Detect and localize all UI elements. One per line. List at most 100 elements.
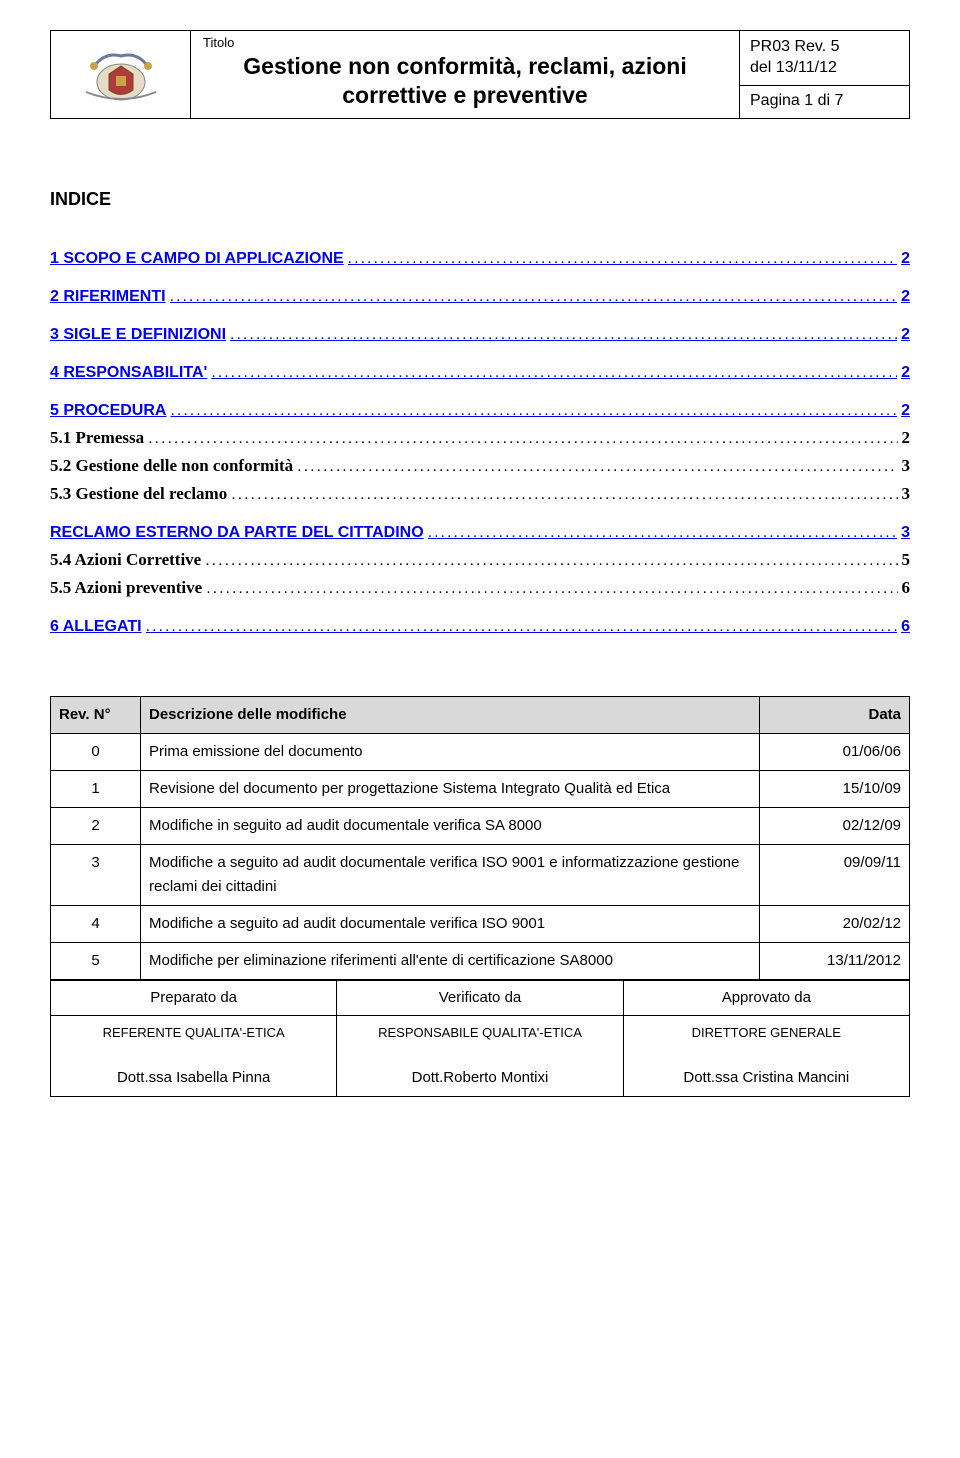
toc-page: 6 <box>902 578 911 598</box>
rev-cell-number: 4 <box>51 905 141 942</box>
rev-cell-number: 0 <box>51 733 141 770</box>
toc-dots: ........................................… <box>348 250 897 268</box>
toc-entry: 5.2 Gestione delle non conformità.......… <box>50 456 910 476</box>
sign-label-verif: Verificato da <box>337 980 623 1016</box>
toc-page: 3 <box>902 484 911 504</box>
header-meta: PR03 Rev. 5 del 13/11/12 Pagina 1 di 7 <box>739 31 909 118</box>
sign-appr-cell: DIRETTORE GENERALE Dott.ssa Cristina Man… <box>623 1016 909 1097</box>
toc-entry: 5.5 Azioni preventive...................… <box>50 578 910 598</box>
toc-page: 2 <box>901 250 910 268</box>
toc-entry[interactable]: 4 RESPONSABILITA'.......................… <box>50 364 910 382</box>
toc-label: 2 RIFERIMENTI <box>50 288 166 306</box>
rev-cell-data: 13/11/2012 <box>760 942 910 979</box>
revision-row: 1Revisione del documento per progettazio… <box>51 770 910 807</box>
toc-label: 6 ALLEGATI <box>50 618 142 636</box>
sign-verif-cell: RESPONSABILE QUALITA'-ETICA Dott.Roberto… <box>337 1016 623 1097</box>
toc-page: 2 <box>901 326 910 344</box>
rev-cell-data: 02/12/09 <box>760 807 910 844</box>
revision-table: Rev. N° Descrizione delle modifiche Data… <box>50 696 910 980</box>
toc-label: 5.1 Premessa <box>50 428 144 448</box>
rev-header-data: Data <box>760 696 910 733</box>
toc-dots: ........................................… <box>231 486 897 504</box>
toc-dots: ........................................… <box>297 458 897 476</box>
header-logo <box>51 31 191 118</box>
rev-cell-data: 15/10/09 <box>760 770 910 807</box>
toc-label: 4 RESPONSABILITA' <box>50 364 207 382</box>
toc-label: 5.4 Azioni Correttive <box>50 550 201 570</box>
rev-header-desc: Descrizione delle modifiche <box>141 696 760 733</box>
rev-cell-data: 01/06/06 <box>760 733 910 770</box>
toc-dots: ........................................… <box>148 430 897 448</box>
sign-name-verif: Dott.Roberto Montixi <box>412 1069 549 1086</box>
coat-of-arms-icon <box>66 44 176 104</box>
header-page-label: Pagina 1 di 7 <box>740 86 909 116</box>
toc-entry: 5.3 Gestione del reclamo................… <box>50 484 910 504</box>
rev-cell-desc: Modifiche per eliminazione riferimenti a… <box>141 942 760 979</box>
rev-cell-number: 1 <box>51 770 141 807</box>
toc-page: 2 <box>902 428 911 448</box>
revision-table-header-row: Rev. N° Descrizione delle modifiche Data <box>51 696 910 733</box>
toc-entry[interactable]: 3 SIGLE E DEFINIZIONI...................… <box>50 326 910 344</box>
rev-cell-number: 3 <box>51 844 141 905</box>
revision-row: 5Modifiche per eliminazione riferimenti … <box>51 942 910 979</box>
toc-entry: 5.1 Premessa............................… <box>50 428 910 448</box>
sign-role-prep: REFERENTE QUALITA'-ETICA <box>103 1025 285 1040</box>
document-header: Titolo Gestione non conformità, reclami,… <box>50 30 910 119</box>
rev-cell-desc: Modifiche a seguito ad audit documentale… <box>141 905 760 942</box>
toc-label: 3 SIGLE E DEFINIZIONI <box>50 326 226 344</box>
sign-prep-cell: REFERENTE QUALITA'-ETICA Dott.ssa Isabel… <box>51 1016 337 1097</box>
toc-page: 5 <box>902 550 911 570</box>
sign-name-prep: Dott.ssa Isabella Pinna <box>117 1069 270 1086</box>
toc-entry[interactable]: 6 ALLEGATI..............................… <box>50 618 910 636</box>
toc-label: RECLAMO ESTERNO DA PARTE DEL CITTADINO <box>50 524 424 542</box>
toc-dots: ........................................… <box>428 524 897 542</box>
toc-dots: ........................................… <box>146 618 898 636</box>
sign-role-appr: DIRETTORE GENERALE <box>692 1025 841 1040</box>
toc-dots: ........................................… <box>205 552 897 570</box>
rev-cell-data: 20/02/12 <box>760 905 910 942</box>
toc-label: 5.2 Gestione delle non conformità <box>50 456 293 476</box>
toc-entry[interactable]: RECLAMO ESTERNO DA PARTE DEL CITTADINO..… <box>50 524 910 542</box>
toc-label: 1 SCOPO E CAMPO DI APPLICAZIONE <box>50 250 344 268</box>
toc-label: 5.5 Azioni preventive <box>50 578 202 598</box>
toc-page: 2 <box>901 402 910 420</box>
header-title-main: Gestione non conformità, reclami, azioni… <box>203 52 727 110</box>
signature-table: Preparato da Verificato da Approvato da … <box>50 980 910 1097</box>
revision-row: 4Modifiche a seguito ad audit documental… <box>51 905 910 942</box>
header-doc-code-date: PR03 Rev. 5 del 13/11/12 <box>740 31 909 86</box>
toc-entry: 5.4 Azioni Correttive...................… <box>50 550 910 570</box>
indice-heading: INDICE <box>50 189 910 210</box>
sign-name-appr: Dott.ssa Cristina Mancini <box>683 1069 849 1086</box>
revision-row: 2Modifiche in seguito ad audit documenta… <box>51 807 910 844</box>
rev-cell-number: 5 <box>51 942 141 979</box>
toc-entry[interactable]: 5 PROCEDURA.............................… <box>50 402 910 420</box>
toc-dots: ........................................… <box>230 326 897 344</box>
toc-label: 5.3 Gestione del reclamo <box>50 484 227 504</box>
toc-page: 6 <box>901 618 910 636</box>
sign-role-verif: RESPONSABILE QUALITA'-ETICA <box>378 1025 582 1040</box>
sign-label-appr: Approvato da <box>623 980 909 1016</box>
toc-label: 5 PROCEDURA <box>50 402 166 420</box>
rev-cell-desc: Prima emissione del documento <box>141 733 760 770</box>
rev-cell-desc: Modifiche a seguito ad audit documentale… <box>141 844 760 905</box>
signature-roles-names-row: REFERENTE QUALITA'-ETICA Dott.ssa Isabel… <box>51 1016 910 1097</box>
signature-labels-row: Preparato da Verificato da Approvato da <box>51 980 910 1016</box>
toc-page: 3 <box>902 456 911 476</box>
rev-cell-desc: Modifiche in seguito ad audit documental… <box>141 807 760 844</box>
toc-page: 3 <box>901 524 910 542</box>
toc-dots: ........................................… <box>170 402 897 420</box>
toc-dots: ........................................… <box>170 288 898 306</box>
toc-dots: ........................................… <box>211 364 897 382</box>
toc-entry[interactable]: 2 RIFERIMENTI...........................… <box>50 288 910 306</box>
toc-page: 2 <box>901 288 910 306</box>
rev-cell-data: 09/09/11 <box>760 844 910 905</box>
revision-row: 0Prima emissione del documento01/06/06 <box>51 733 910 770</box>
header-title-label: Titolo <box>203 35 727 50</box>
header-doc-code: PR03 Rev. 5 <box>750 38 840 55</box>
rev-cell-desc: Revisione del documento per progettazion… <box>141 770 760 807</box>
rev-cell-number: 2 <box>51 807 141 844</box>
toc-entry[interactable]: 1 SCOPO E CAMPO DI APPLICAZIONE.........… <box>50 250 910 268</box>
revision-row: 3Modifiche a seguito ad audit documental… <box>51 844 910 905</box>
table-of-contents: 1 SCOPO E CAMPO DI APPLICAZIONE.........… <box>50 250 910 636</box>
toc-dots: ........................................… <box>206 580 897 598</box>
